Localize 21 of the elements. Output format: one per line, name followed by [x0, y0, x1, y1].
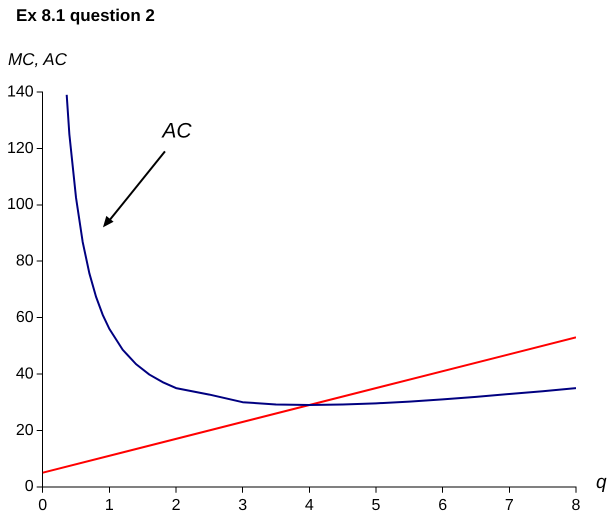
x-tick-label: 6 — [438, 496, 448, 514]
y-tick-label: 60 — [16, 309, 34, 326]
y-tick-label: 0 — [24, 478, 34, 496]
y-tick-label: 100 — [6, 196, 34, 214]
x-tick-label: 5 — [372, 496, 381, 514]
y-tick-label: 40 — [16, 365, 34, 382]
x-tick-label: 8 — [572, 496, 581, 514]
x-tick-label: 0 — [38, 496, 48, 514]
x-tick-label: 7 — [504, 496, 514, 514]
y-tick-label: 80 — [16, 252, 34, 270]
x-tick-label: 2 — [172, 496, 181, 514]
x-axis-title: q — [596, 472, 607, 494]
y-tick-label: 20 — [16, 422, 34, 439]
chart-title: Ex 8.1 question 2 — [16, 6, 155, 26]
annotation: AC — [160, 119, 192, 142]
y-axis-title: MC, AC — [8, 50, 67, 70]
y-tick-label: 120 — [6, 140, 34, 157]
x-tick-label: 1 — [104, 496, 114, 514]
y-tick-label: 140 — [6, 83, 34, 100]
x-tick-label: 4 — [304, 496, 314, 514]
x-tick-label: 3 — [238, 496, 248, 514]
